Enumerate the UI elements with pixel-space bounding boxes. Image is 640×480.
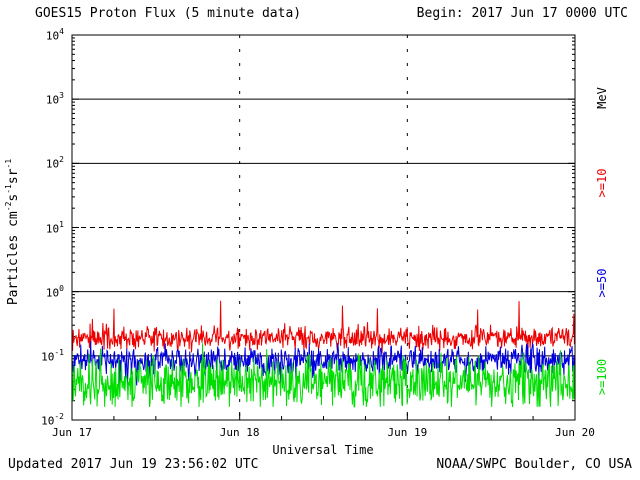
y-tick-label: 10-2 [41,412,64,428]
chart-title: GOES15 Proton Flux (5 minute data) [35,6,302,21]
right-axis-label: >=50 [595,268,609,298]
plot-border [71,34,576,421]
updated-timestamp: Updated 2017 Jun 19 23:56:02 UTC [8,457,259,472]
begin-time-label: Begin: 2017 Jun 17 0000 UTC [416,6,628,21]
y-tick-label: 104 [45,27,64,43]
y-tick-label: 103 [45,91,64,107]
right-axis-label: >=10 [595,168,609,198]
x-tick-label: Jun 18 [219,426,260,439]
series-50MeV [71,340,576,390]
credit-label: NOAA/SWPC Boulder, CO USA [436,457,632,472]
y-tick-label: 10-1 [41,347,64,364]
y-tick-label: 102 [45,155,64,171]
series-100MeV [71,343,576,408]
right-axis-label: >=100 [595,358,609,396]
y-tick-label: 100 [45,283,64,300]
right-axis-label: MeV [595,87,609,109]
x-axis-label: Universal Time [272,443,374,457]
x-tick-label: Jun 17 [52,426,92,439]
y-tick-label: 101 [45,219,64,236]
x-tick-label: Jun 19 [387,426,428,439]
series-10MeV [71,300,576,355]
x-tick-label: Jun 20 [555,426,595,439]
